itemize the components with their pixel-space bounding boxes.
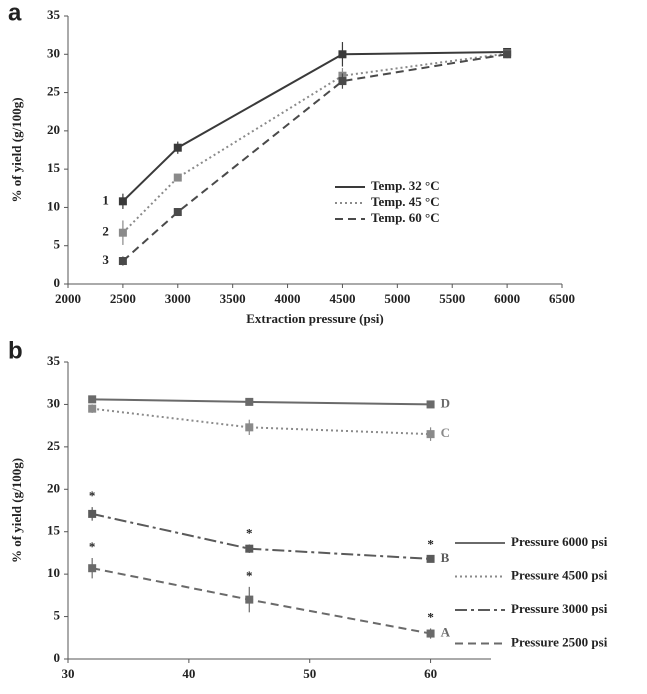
panel-label: b xyxy=(8,337,23,364)
series-label: 2 xyxy=(102,224,109,239)
x-tick-label: 40 xyxy=(182,666,195,681)
legend-label: Temp. 32 °C xyxy=(371,178,440,193)
x-tick-label: 4500 xyxy=(329,291,355,306)
y-tick-label: 15 xyxy=(47,160,61,175)
data-point xyxy=(426,400,435,409)
series-label: A xyxy=(441,625,451,640)
data-point xyxy=(338,77,347,86)
y-tick-label: 25 xyxy=(47,84,61,99)
x-tick-label: 3000 xyxy=(165,291,191,306)
y-tick-label: 30 xyxy=(47,395,60,410)
x-axis-title: Extraction pressure (psi) xyxy=(246,311,383,326)
legend-label: Temp. 45 °C xyxy=(371,194,440,209)
data-point xyxy=(173,143,182,152)
x-tick-label: 3500 xyxy=(220,291,246,306)
panel-label: a xyxy=(8,0,22,26)
y-tick-label: 5 xyxy=(54,608,61,623)
y-tick-label: 30 xyxy=(47,45,60,60)
significance-flag: * xyxy=(246,568,253,583)
data-point xyxy=(118,197,127,206)
x-tick-label: 6000 xyxy=(494,291,520,306)
y-tick-label: 5 xyxy=(54,237,61,252)
legend-label: Pressure 6000 psi xyxy=(511,534,608,549)
y-tick-label: 10 xyxy=(47,198,60,213)
data-point xyxy=(426,629,435,638)
series-line xyxy=(92,398,431,406)
series-line xyxy=(122,52,508,234)
data-point xyxy=(245,595,254,604)
significance-flag: * xyxy=(89,488,96,503)
data-point xyxy=(245,544,254,553)
y-tick-label: 35 xyxy=(47,353,61,368)
data-point xyxy=(173,208,182,217)
legend-label: Pressure 3000 psi xyxy=(511,601,608,616)
x-tick-label: 60 xyxy=(424,666,437,681)
x-tick-label: 2500 xyxy=(110,291,136,306)
data-point xyxy=(426,554,435,563)
significance-flag: * xyxy=(427,536,434,551)
series-label: B xyxy=(441,550,450,565)
x-tick-label: 2000 xyxy=(55,291,81,306)
legend-label: Pressure 4500 psi xyxy=(511,567,608,582)
y-axis-title: % of yield (g/100g) xyxy=(9,97,24,202)
data-point xyxy=(88,509,97,518)
significance-flag: * xyxy=(246,525,253,540)
data-point xyxy=(88,564,97,573)
series-label: 1 xyxy=(102,192,109,207)
series-label: D xyxy=(441,395,450,410)
legend-label: Pressure 2500 psi xyxy=(511,634,608,649)
y-tick-label: 35 xyxy=(47,7,61,22)
y-tick-label: 0 xyxy=(54,275,61,290)
y-tick-label: 20 xyxy=(47,122,60,137)
data-point xyxy=(245,423,254,432)
x-tick-label: 50 xyxy=(303,666,316,681)
data-point xyxy=(88,404,97,413)
series-line xyxy=(122,50,508,203)
data-point xyxy=(118,228,127,237)
x-tick-label: 30 xyxy=(62,666,75,681)
data-point xyxy=(426,430,435,439)
y-tick-label: 25 xyxy=(47,438,61,453)
data-point xyxy=(118,257,127,266)
data-point xyxy=(173,173,182,182)
series-line xyxy=(91,512,431,560)
data-point xyxy=(503,50,512,59)
series-label: 3 xyxy=(102,252,109,267)
data-point xyxy=(88,395,97,404)
series-line xyxy=(91,567,431,635)
data-point xyxy=(245,397,254,406)
x-tick-label: 4000 xyxy=(275,291,301,306)
x-tick-label: 6500 xyxy=(549,291,575,306)
series-label: C xyxy=(441,425,450,440)
series-line xyxy=(122,53,508,262)
y-tick-label: 10 xyxy=(47,565,60,580)
significance-flag: * xyxy=(89,539,96,554)
legend-label: Temp. 60 °C xyxy=(371,210,440,225)
y-tick-label: 0 xyxy=(54,650,61,665)
y-tick-label: 20 xyxy=(47,480,60,495)
x-tick-label: 5000 xyxy=(384,291,410,306)
y-axis-title: % of yield (g/100g) xyxy=(9,458,24,563)
data-point xyxy=(338,50,347,59)
significance-flag: * xyxy=(427,609,434,624)
series-line xyxy=(92,407,431,436)
x-tick-label: 5500 xyxy=(439,291,465,306)
y-tick-label: 15 xyxy=(47,523,61,538)
